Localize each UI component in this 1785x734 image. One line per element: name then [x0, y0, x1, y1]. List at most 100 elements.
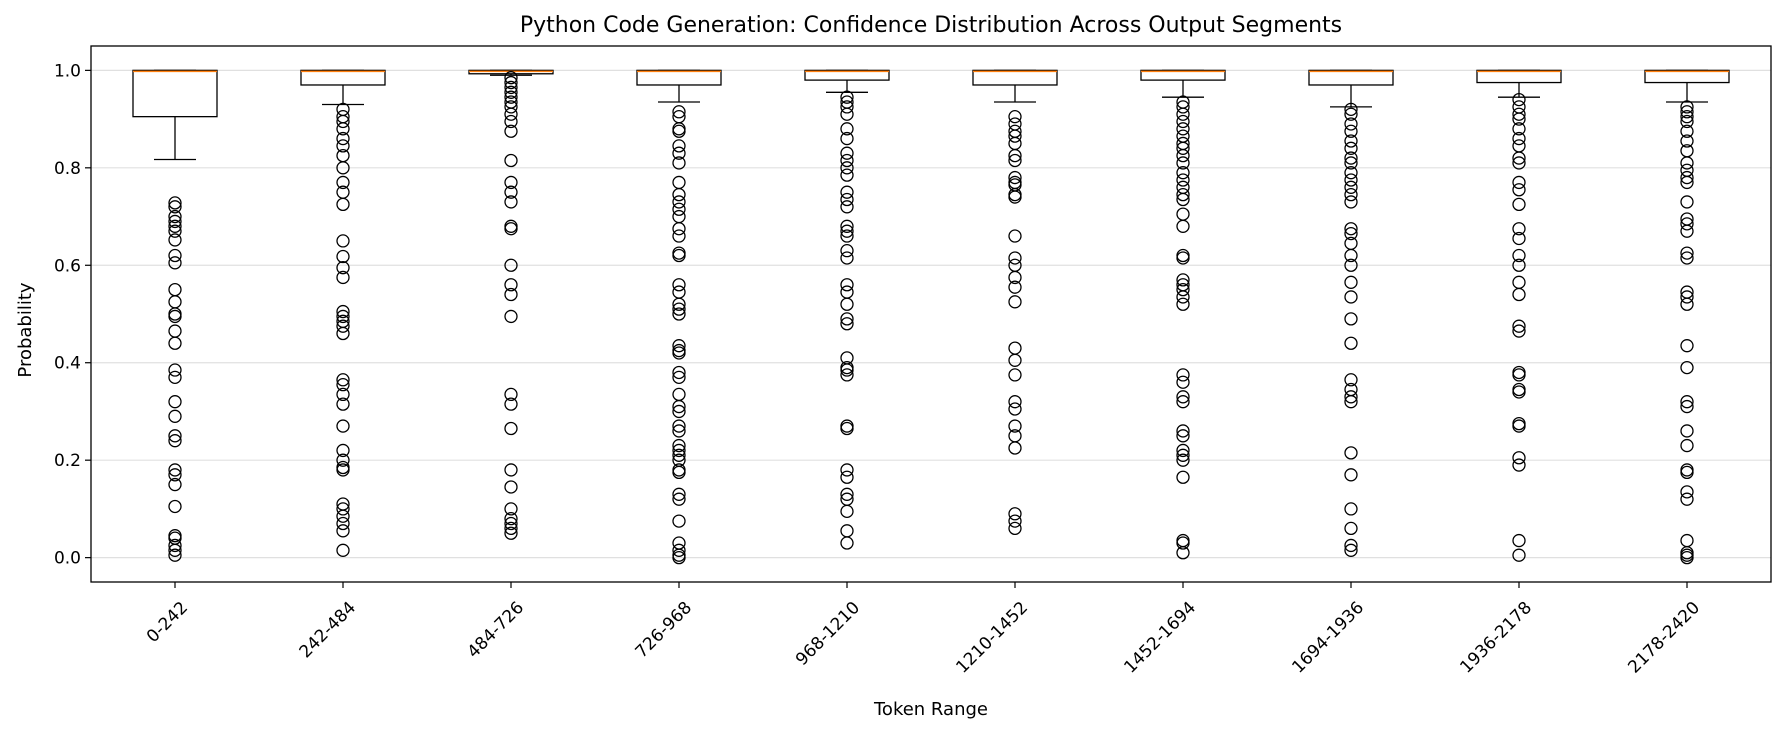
outlier-point: [1680, 395, 1694, 409]
outlier-point: [504, 124, 518, 138]
outlier-point: [336, 131, 350, 146]
box: [132, 69, 218, 118]
outlier-point: [1680, 105, 1694, 119]
outlier-point: [336, 175, 350, 190]
outlier-point: [168, 395, 182, 409]
outlier-point: [840, 161, 854, 175]
outlier-point: [168, 196, 182, 210]
outlier-point: [1344, 141, 1358, 155]
box: [1644, 69, 1730, 84]
outlier-point: [1680, 424, 1694, 438]
box: [972, 69, 1058, 86]
outlier-point: [168, 548, 182, 562]
outlier-point: [1176, 546, 1190, 560]
outlier-point: [1176, 390, 1190, 404]
outlier-point: [672, 370, 686, 384]
outlier-point: [1008, 229, 1022, 243]
outlier-point: [840, 463, 854, 477]
outlier-point: [336, 270, 350, 285]
outlier-point: [504, 80, 518, 95]
box: [300, 69, 386, 86]
outlier-point: [672, 550, 686, 565]
outlier-point: [1680, 175, 1694, 190]
outlier-point: [504, 100, 518, 114]
outlier-point: [1344, 312, 1358, 326]
outlier-point: [1176, 429, 1190, 443]
outlier-point: [1176, 290, 1190, 304]
outlier-point: [1176, 375, 1190, 389]
outlier-point: [1512, 533, 1526, 548]
outlier-point: [336, 543, 350, 557]
outlier-point: [672, 105, 686, 119]
outlier-point: [840, 131, 854, 146]
outlier-point: [168, 209, 182, 224]
box: [804, 69, 890, 81]
outlier-point: [840, 251, 854, 265]
outlier-point: [1344, 275, 1358, 289]
outlier-point: [1008, 521, 1022, 536]
outlier-point: [336, 419, 350, 433]
outlier-point: [1008, 368, 1022, 382]
outlier-point: [504, 387, 518, 402]
outlier-point: [1512, 451, 1526, 465]
outlier-point: [504, 516, 518, 531]
outlier-point: [1344, 395, 1358, 409]
y-tick-label: 1.0: [54, 61, 81, 81]
outlier-point: [1344, 187, 1358, 202]
outlier-point: [1344, 102, 1358, 116]
outlier-point: [1344, 521, 1358, 536]
outlier-point: [1680, 100, 1694, 114]
outlier-point: [672, 248, 686, 263]
outlier-point: [504, 175, 518, 190]
outlier-point: [504, 463, 518, 477]
outlier-point: [504, 258, 518, 272]
outlier-point: [672, 465, 686, 480]
outlier-point: [504, 195, 518, 209]
outlier-point: [1008, 190, 1022, 204]
outlier-point: [672, 448, 686, 462]
outlier-point: [168, 538, 182, 553]
outlier-point: [1344, 166, 1358, 180]
outlier-point: [1176, 192, 1190, 207]
outlier-point: [1344, 134, 1358, 148]
outlier-point: [840, 368, 854, 382]
outlier-point: [1680, 360, 1694, 375]
outlier-point: [168, 370, 182, 384]
outlier-point: [672, 139, 686, 153]
outlier-point: [1512, 197, 1526, 212]
outlier-point: [168, 219, 182, 233]
outlier-point: [336, 326, 350, 341]
outlier-point: [168, 200, 182, 214]
outlier-point: [1344, 390, 1358, 404]
outlier-point: [1344, 248, 1358, 263]
outlier-point: [840, 219, 854, 233]
outlier-point: [1512, 385, 1526, 399]
outlier-point: [672, 195, 686, 209]
outlier-point: [672, 399, 686, 414]
outlier-point: [672, 346, 686, 360]
outlier-point: [1176, 297, 1190, 311]
outlier-point: [1344, 117, 1358, 131]
outlier-point: [504, 153, 518, 168]
outlier-point: [840, 536, 854, 550]
outlier-point: [504, 114, 518, 129]
outlier-point: [672, 514, 686, 528]
outlier-point: [504, 502, 518, 516]
box: [1476, 69, 1562, 84]
outlier-point: [504, 526, 518, 540]
y-tick-label: 0.4: [54, 354, 81, 374]
outlier-point: [1512, 222, 1526, 236]
outlier-point: [336, 197, 350, 212]
outlier-point: [168, 499, 182, 514]
outlier-point: [168, 336, 182, 350]
outlier-point: [840, 487, 854, 501]
outlier-point: [168, 463, 182, 477]
outlier-point: [168, 363, 182, 377]
outlier-point: [1008, 514, 1022, 528]
outlier-point: [1512, 156, 1526, 170]
outlier-point: [168, 309, 182, 324]
outlier-point: [336, 161, 350, 175]
outlier-point: [672, 404, 686, 419]
